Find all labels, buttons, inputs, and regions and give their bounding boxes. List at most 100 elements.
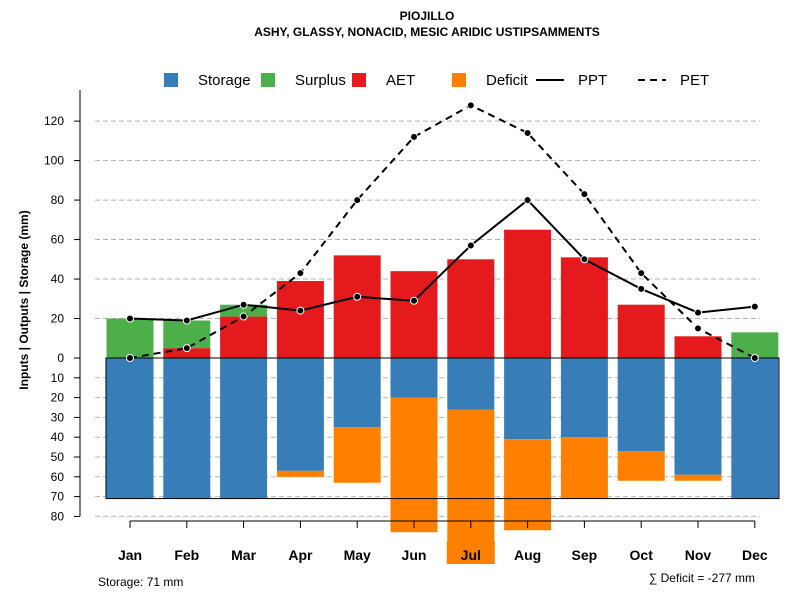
bar-storage-sep (560, 358, 608, 438)
line-pet (129, 104, 756, 359)
point-pet-mar (239, 312, 248, 321)
x-tick-label-nov: Nov (685, 547, 712, 563)
bar-aet-aug (504, 229, 552, 358)
legend-label-deficit: Deficit (486, 72, 529, 89)
y-tick-label-lower-40: 40 (51, 430, 65, 444)
legend-label-pet: PET (680, 72, 709, 89)
bar-deficit-jul (447, 409, 495, 564)
x-tick-label-aug: Aug (514, 547, 541, 563)
y-tick-label-upper-120: 120 (44, 114, 64, 128)
point-pet-sep (580, 190, 589, 199)
bar-storage-aug (504, 358, 552, 440)
y-tick-label-lower-20: 20 (51, 391, 65, 405)
point-ppt-nov (694, 308, 702, 317)
bar-deficit-sep (560, 437, 608, 499)
x-tick-label-dec: Dec (742, 547, 768, 563)
y-tick-label-lower-60: 60 (51, 470, 65, 484)
y-tick-label-lower-10: 10 (51, 371, 65, 385)
legend-label-storage: Storage (198, 72, 251, 89)
bar-deficit-may (333, 427, 381, 483)
chart-subtitle: ASHY, GLASSY, NONACID, MESIC ARIDIC USTI… (254, 25, 600, 39)
bar-deficit-apr (276, 470, 324, 477)
point-ppt-mar (239, 300, 248, 309)
bar-aet-apr (276, 281, 324, 358)
point-pet-apr (296, 269, 305, 278)
point-pet-may (353, 196, 362, 205)
y-tick-label-upper-40: 40 (51, 272, 65, 286)
x-tick-label-apr: Apr (288, 547, 313, 563)
series-lines (126, 101, 759, 362)
y-tick-label-lower-50: 50 (51, 450, 65, 464)
bar-deficit-oct (617, 451, 665, 481)
legend-swatch-storage (164, 73, 178, 87)
point-ppt-jul (466, 241, 475, 250)
legend-label-aet: AET (386, 72, 415, 89)
chart-title: PIOJILLO (400, 9, 455, 23)
x-tick-label-may: May (344, 547, 371, 563)
point-pet-aug (523, 128, 532, 137)
point-pet-jul (466, 101, 475, 110)
x-tick-label-sep: Sep (572, 547, 598, 563)
legend-label-surplus: Surplus (295, 72, 346, 89)
x-tick-label-jun: Jun (402, 547, 427, 563)
point-pet-dec (750, 354, 759, 362)
axes: 0 20 40 60 80 100 120 10 20 30 40 50 60 70 80 Jan Feb Mar… (44, 90, 768, 564)
x-tick-label-oct: Oct (630, 547, 654, 563)
bar-surplus-feb (163, 320, 211, 349)
y-axis-label: Inputs | Outputs | Storage (mm) (17, 210, 31, 389)
point-ppt-oct (637, 284, 646, 293)
point-ppt-feb (182, 316, 191, 325)
point-ppt-dec (750, 302, 759, 311)
y-tick-label-upper-60: 60 (51, 233, 65, 247)
bar-aet-feb (163, 348, 211, 358)
point-pet-jun (410, 132, 418, 141)
point-ppt-apr (296, 306, 305, 315)
bar-aet-nov (674, 336, 722, 358)
x-tick-label-mar: Mar (231, 547, 256, 563)
x-tick-label-feb: Feb (174, 547, 199, 563)
bar-storage-dec (731, 358, 779, 499)
bar-aet-jul (447, 259, 495, 358)
bar-storage-mar (220, 358, 268, 499)
y-tick-label-lower-30: 30 (51, 410, 65, 424)
legend-label-ppt: PPT (578, 72, 607, 89)
y-tick-label-upper-20: 20 (51, 312, 65, 326)
bar-deficit-aug (504, 439, 552, 531)
bar-storage-apr (276, 358, 324, 471)
point-pet-oct (637, 269, 646, 278)
point-pet-nov (694, 324, 702, 333)
x-tick-label-jan: Jan (118, 547, 142, 563)
line-ppt (129, 198, 755, 322)
bar-aet-mar (220, 316, 268, 358)
y-tick-label-lower-70: 70 (51, 490, 65, 504)
bar-surplus-mar (220, 304, 268, 317)
y-tick-label-lower-80: 80 (51, 509, 65, 523)
bar-aet-may (333, 255, 381, 358)
bar-storage-oct (617, 358, 665, 452)
x-tick-label-jul: Jul (461, 547, 481, 563)
highlight-month-box (446, 541, 495, 564)
chart-legend: Storage Surplus AET Deficit PPT PET (164, 72, 709, 89)
point-ppt-aug (523, 196, 532, 205)
point-ppt-jun (410, 296, 418, 305)
bars (105, 229, 780, 564)
point-pet-feb (182, 344, 191, 353)
legend-swatch-aet (352, 73, 366, 87)
bar-storage-jul (447, 358, 495, 410)
deficit-note: ∑ Deficit = -277 mm (649, 571, 755, 585)
y-tick-label-upper-80: 80 (51, 193, 65, 207)
storage-capacity-box (105, 357, 780, 500)
bar-storage-may (333, 358, 381, 428)
point-pet-jan (126, 354, 134, 362)
bar-aet-sep (560, 257, 608, 358)
bar-storage-jan (106, 358, 154, 499)
legend-swatch-surplus (261, 73, 275, 87)
bar-surplus-jan (106, 318, 154, 358)
legend-swatch-deficit (452, 73, 466, 87)
bar-storage-nov (674, 358, 722, 475)
bar-aet-oct (617, 304, 665, 358)
point-ppt-sep (580, 255, 589, 264)
storage-note: Storage: 71 mm (98, 575, 183, 589)
bar-deficit-jun (390, 397, 438, 533)
